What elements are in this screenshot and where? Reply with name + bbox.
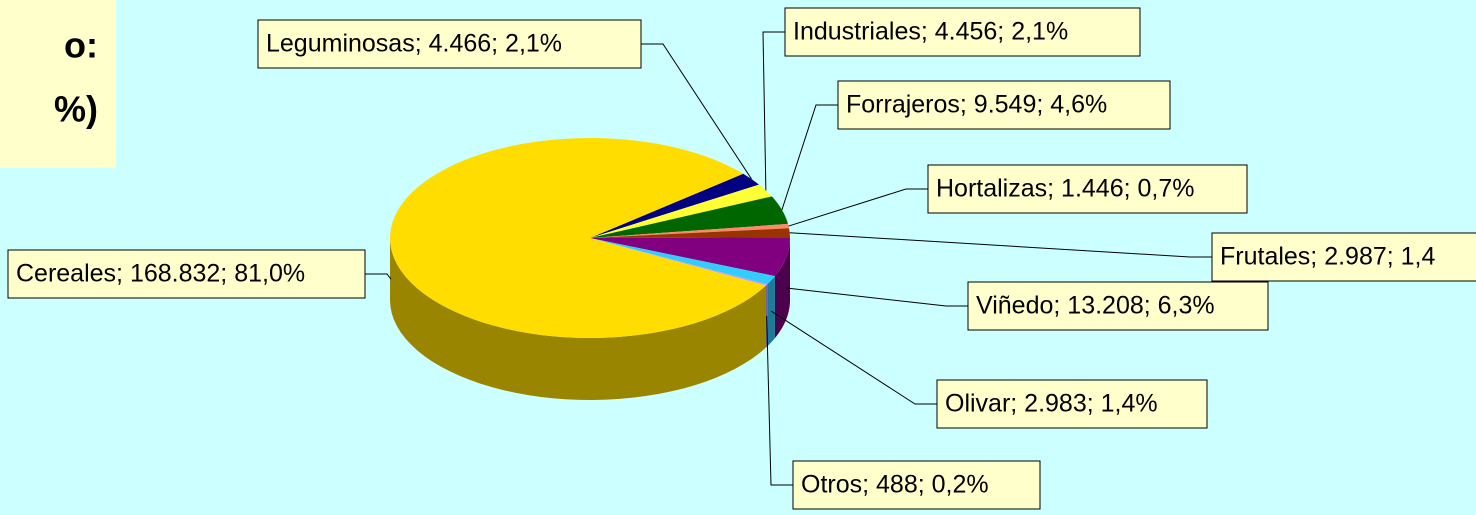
label-box	[792, 460, 1041, 510]
leader-line	[781, 104, 838, 211]
slice	[590, 237, 790, 277]
leader-line	[786, 287, 968, 307]
data-label: Otros; 488; 0,2%	[801, 471, 989, 499]
data-label: Viñedo; 13.208; 6,3%	[976, 292, 1215, 320]
leader-line	[766, 315, 793, 486]
slice	[590, 238, 768, 286]
leader-line	[771, 310, 937, 405]
slice	[590, 173, 760, 238]
leader-line	[789, 232, 1212, 258]
data-label: Olivar; 2.983; 1,4%	[945, 390, 1158, 418]
data-label: Industriales; 4.456; 2,1%	[793, 18, 1068, 46]
data-label: Frutales; 2.987; 1,4	[1220, 243, 1436, 271]
title-box	[0, 0, 116, 168]
label-box	[936, 379, 1208, 429]
label-box	[7, 249, 366, 299]
leader-line	[762, 31, 785, 191]
data-label: Forrajeros; 9.549; 4,6%	[846, 91, 1107, 119]
slice-side	[390, 238, 766, 400]
slice	[590, 184, 772, 238]
slice	[590, 228, 790, 238]
slice-side	[774, 238, 790, 339]
chart-title: %)	[54, 89, 98, 130]
label-box	[257, 19, 642, 69]
label-box	[784, 7, 1141, 57]
leader-line	[365, 273, 392, 280]
data-label: Hortalizas; 1.446; 0,7%	[936, 175, 1194, 203]
slice	[590, 196, 789, 238]
leader-line	[641, 43, 752, 180]
slice	[590, 223, 790, 238]
chart-title: o:	[64, 25, 98, 66]
data-label: Leguminosas; 4.466; 2,1%	[266, 30, 562, 58]
data-label: Cereales; 168.832; 81,0%	[16, 260, 305, 288]
label-box	[927, 164, 1248, 214]
label-box	[837, 80, 1171, 130]
slice	[389, 138, 766, 339]
leader-line	[788, 188, 928, 227]
label-box	[967, 281, 1269, 331]
slice-side	[767, 276, 775, 347]
slice	[590, 238, 775, 285]
label-box	[1211, 232, 1476, 282]
